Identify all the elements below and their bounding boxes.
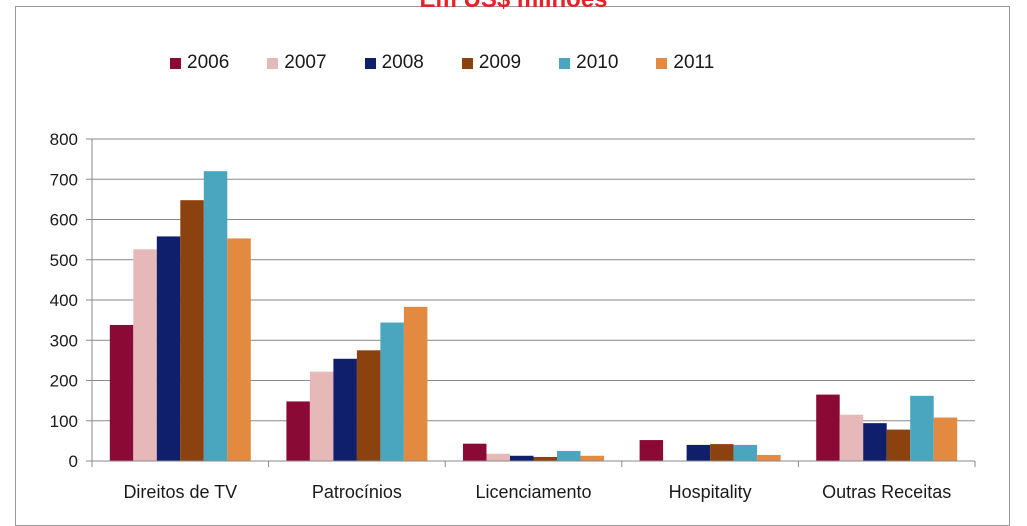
bar-2011-0 <box>227 238 251 461</box>
bar-2006-3 <box>639 440 664 461</box>
legend: 2006 2007 2008 2009 2010 2011 <box>170 52 752 74</box>
legend-label: 2008 <box>381 52 424 73</box>
y-tick-label: 800 <box>50 130 78 149</box>
bar-2006-0 <box>109 324 134 461</box>
bar-2009-4 <box>886 429 911 461</box>
y-tick-label: 0 <box>69 452 78 471</box>
bar-2010-4 <box>910 395 934 461</box>
bar-2011-1 <box>403 306 428 461</box>
legend-label: 2007 <box>284 52 327 73</box>
legend-item: 2007 <box>267 52 327 74</box>
bar-2007-2 <box>486 453 510 461</box>
bar-2008-3 <box>686 444 711 461</box>
legend-item: 2011 <box>656 52 714 74</box>
bar-2008-4 <box>863 423 887 461</box>
bar-2010-1 <box>380 322 404 461</box>
legend-item: 2008 <box>364 52 424 74</box>
legend-label: 2009 <box>478 52 522 73</box>
legend-item: 2010 <box>559 52 618 74</box>
y-tick-label: 200 <box>50 372 78 391</box>
y-tick-label: 500 <box>50 251 78 270</box>
y-tick-label: 700 <box>50 170 78 189</box>
legend-swatch <box>559 57 571 69</box>
bar-2006-4 <box>816 394 840 461</box>
bar-2007-1 <box>309 371 334 461</box>
bar-2011-2 <box>580 455 604 461</box>
bar-2008-1 <box>333 358 357 461</box>
bar-2009-1 <box>356 350 381 461</box>
y-tick-label: 400 <box>50 291 78 310</box>
bar-2009-3 <box>710 444 734 461</box>
bar-2010-3 <box>733 444 758 461</box>
x-category-label: Patrocínios <box>312 482 402 502</box>
legend-swatch <box>267 57 279 69</box>
y-tick-label: 300 <box>50 331 78 350</box>
bar-2007-4 <box>839 414 864 461</box>
bar-2011-3 <box>757 454 781 461</box>
bar-2008-0 <box>156 236 181 461</box>
bar-2009-0 <box>180 200 204 461</box>
y-tick-label: 600 <box>50 211 78 230</box>
legend-swatch <box>461 57 473 69</box>
legend-swatch <box>656 57 668 69</box>
chart-title: Em US$ milhões <box>0 0 1027 14</box>
legend-item: 2006 <box>170 52 229 74</box>
bar-2008-2 <box>510 455 534 461</box>
bar-2010-0 <box>203 171 228 461</box>
bar-2006-2 <box>463 443 487 461</box>
bar-2006-1 <box>286 401 310 461</box>
x-category-label: Outras Receitas <box>822 482 951 502</box>
bar-2009-2 <box>533 456 557 461</box>
x-category-label: Licenciamento <box>475 482 591 502</box>
x-category-label: Direitos de TV <box>123 482 237 502</box>
bar-2007-0 <box>133 249 157 461</box>
bar-2011-4 <box>933 417 958 461</box>
legend-swatch <box>364 57 376 69</box>
y-tick-label: 100 <box>50 412 78 431</box>
legend-label: 2011 <box>673 52 715 73</box>
legend-item: 2009 <box>461 52 522 74</box>
bar-chart: 0 100 200 300 400 500 600 700 800 Direitos de TV P… <box>50 130 976 502</box>
legend-label: 2006 <box>187 52 230 73</box>
bar-2010-2 <box>557 450 581 461</box>
x-category-label: Hospitality <box>669 482 752 502</box>
legend-label: 2010 <box>576 52 619 73</box>
legend-swatch <box>170 57 181 69</box>
